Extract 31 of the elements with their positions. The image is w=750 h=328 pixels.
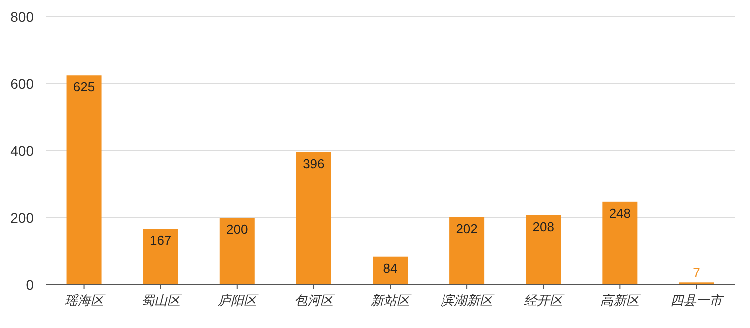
x-tick-label: 高新区	[600, 293, 642, 308]
y-tick-label: 600	[10, 76, 34, 92]
bar	[602, 202, 638, 285]
x-tick-label: 新站区	[371, 293, 412, 308]
bar	[66, 76, 102, 285]
bar	[296, 152, 332, 285]
data-label: 84	[383, 260, 398, 276]
x-tick-label: 瑶海区	[64, 293, 106, 308]
bar	[143, 229, 178, 285]
y-tick-label: 0	[26, 277, 34, 293]
bar	[450, 217, 485, 285]
x-tick-label: 庐阳区	[218, 293, 259, 308]
data-label: 202	[456, 221, 478, 236]
y-tick-label: 400	[10, 143, 34, 159]
data-label: 625	[73, 80, 96, 95]
bar	[526, 215, 562, 285]
x-tick-label: 四县一市	[670, 293, 725, 308]
bar	[373, 256, 408, 285]
bar	[220, 218, 255, 285]
x-tick-label: 蜀山区	[141, 293, 182, 308]
data-label: 200	[226, 222, 248, 237]
data-label: 396	[303, 156, 325, 172]
y-tick-label: 200	[10, 210, 34, 226]
data-label: 167	[150, 233, 172, 248]
data-label: 208	[532, 219, 554, 234]
data-label: 248	[609, 206, 632, 221]
x-tick-label: 包河区	[294, 293, 336, 308]
x-tick-label: 滨湖新区	[441, 293, 496, 308]
y-tick-label: 800	[10, 9, 34, 25]
x-tick-label: 经开区	[524, 293, 566, 308]
data-label: 7	[693, 266, 700, 281]
